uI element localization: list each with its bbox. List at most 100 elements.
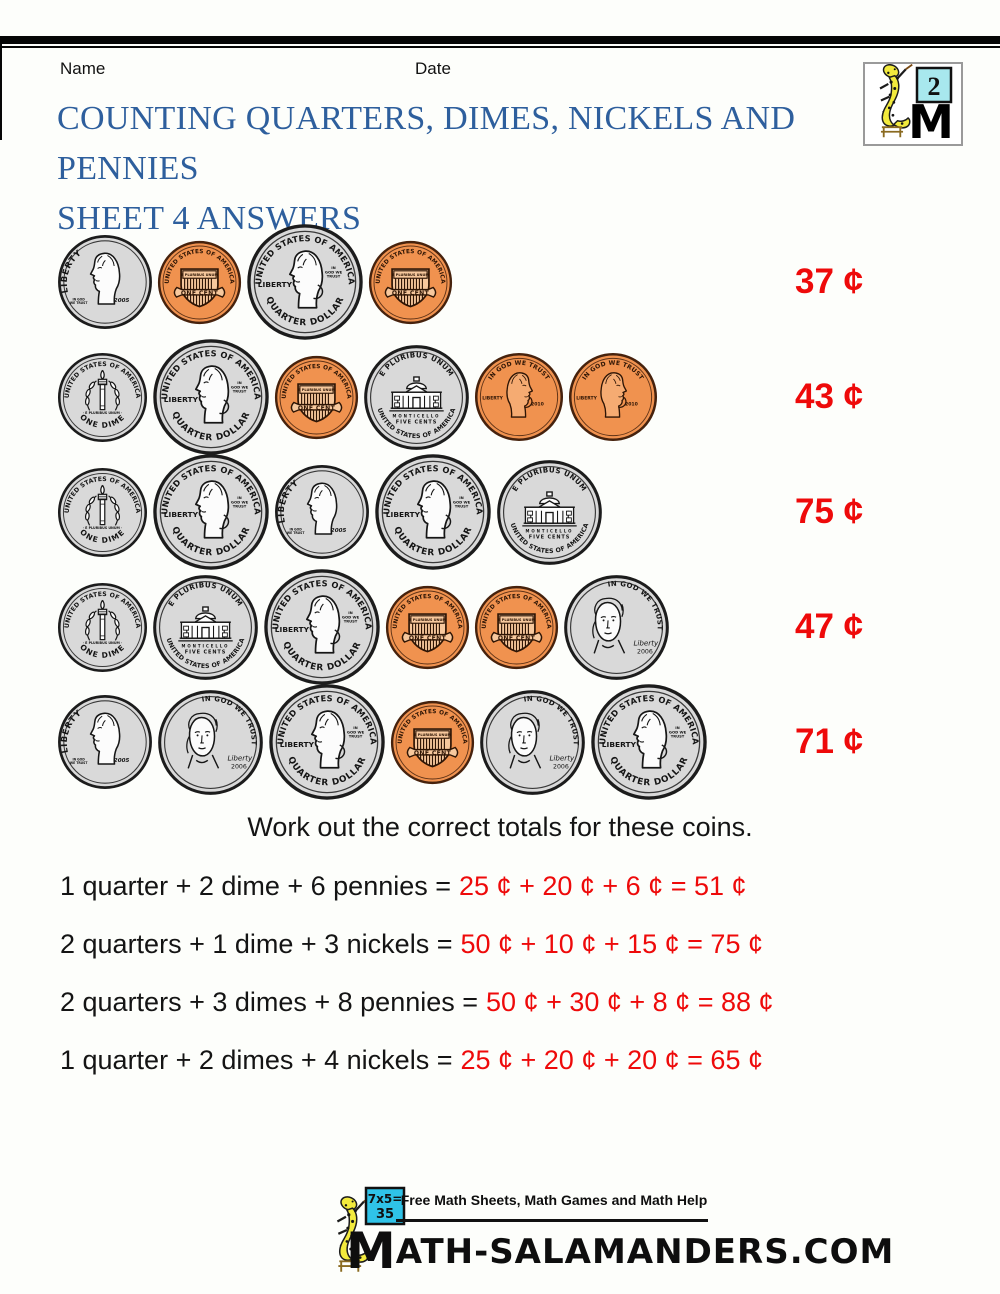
svg-text:2: 2 [928, 72, 941, 101]
svg-text:ONE CENT: ONE CENT [414, 749, 452, 756]
row-total-5: 71 ¢ [795, 722, 864, 761]
svg-text:LIBERTY: LIBERTY [164, 510, 199, 519]
svg-text:E PLURIBUS UNUM: E PLURIBUS UNUM [298, 388, 335, 392]
coin-quarter: UNITED STATES OF AMERICA QUARTER DOLLAR LI… [590, 683, 708, 801]
coin-quarter: UNITED STATES OF AMERICA QUARTER DOLLAR LI… [246, 223, 364, 341]
svg-text:LIBERTY: LIBERTY [258, 280, 293, 289]
svg-text:Liberty: Liberty [227, 753, 253, 762]
coin-penny-obverse: IN GOD WE TRUST LIBERTY 2010 [568, 352, 658, 442]
svg-text:ONE CENT: ONE CENT [409, 634, 447, 641]
coin-row-3: UNITED STATES OF AMERICA ONE DIME · E PLUR… [0, 452, 1000, 572]
svg-text:2006: 2006 [231, 763, 247, 770]
svg-text:Liberty: Liberty [633, 638, 659, 647]
row-total-1: 37 ¢ [795, 262, 864, 301]
name-label: Name [60, 59, 106, 78]
svg-text:E PLURIBUS UNUM: E PLURIBUS UNUM [414, 733, 451, 737]
coin-nickel-reverse: E PLURIBUS UNUM UNITED STATES OF AMERICA M… [152, 574, 259, 681]
left-edge-rule [0, 36, 2, 140]
svg-text:2010: 2010 [625, 401, 638, 407]
svg-text:E PLURIBUS UNUM: E PLURIBUS UNUM [181, 273, 218, 277]
coin-penny-reverse: UNITED STATES OF AMERICA E PLURIBUS UNUM O… [474, 585, 559, 670]
svg-text:MONTICELLO: MONTICELLO [182, 643, 230, 648]
date-label: Date [415, 59, 451, 78]
coin-penny-reverse: UNITED STATES OF AMERICA E PLURIBUS UNUM O… [390, 700, 475, 785]
svg-text:ONE CENT: ONE CENT [181, 289, 219, 296]
coin-penny-reverse: UNITED STATES OF AMERICA E PLURIBUS UNUM O… [385, 585, 470, 670]
problem-4: 1 quarter + 2 dimes + 4 nickels = 25 ¢ + … [60, 1031, 980, 1089]
svg-text:LIBERTY: LIBERTY [164, 395, 199, 404]
coin-penny-obverse: IN GOD WE TRUST LIBERTY 2010 [474, 352, 564, 442]
svg-text:2005: 2005 [114, 298, 130, 304]
svg-text:LIBERTY: LIBERTY [275, 625, 310, 634]
svg-text:E PLURIBUS UNUM: E PLURIBUS UNUM [409, 618, 446, 622]
problems-list: 1 quarter + 2 dime + 6 pennies = 25 ¢ + 2… [60, 857, 980, 1089]
svg-text:LIBERTY: LIBERTY [602, 740, 637, 749]
problem-answer: 50 ¢ + 10 ¢ + 15 ¢ = 75 ¢ [460, 929, 763, 959]
svg-text:FIVE CENTS: FIVE CENTS [396, 419, 437, 425]
svg-text:· E PLURIBUS UNUM ·: · E PLURIBUS UNUM · [83, 640, 123, 644]
footer-rule [396, 1219, 708, 1222]
coin-row-4: UNITED STATES OF AMERICA ONE DIME · E PLUR… [0, 567, 1000, 687]
row-total-2: 43 ¢ [795, 377, 864, 416]
coin-quarter: UNITED STATES OF AMERICA QUARTER DOLLAR LI… [263, 568, 381, 686]
problem-question: 1 quarter + 2 dimes + 4 nickels = [60, 1045, 453, 1075]
svg-text:LIBERTY: LIBERTY [280, 740, 315, 749]
svg-text:MONTICELLO: MONTICELLO [526, 528, 574, 533]
svg-text:E PLURIBUS UNUM: E PLURIBUS UNUM [498, 618, 535, 622]
svg-text:ONE CENT: ONE CENT [498, 634, 536, 641]
problem-answer: 25 ¢ + 20 ¢ + 20 ¢ = 65 ¢ [460, 1045, 763, 1075]
svg-text:FIVE CENTS: FIVE CENTS [529, 534, 570, 540]
problem-2: 2 quarters + 1 dime + 3 nickels = 50 ¢ + … [60, 915, 980, 973]
coin-row-2: UNITED STATES OF AMERICA ONE DIME · E PLUR… [0, 337, 1000, 457]
problem-answer: 50 ¢ + 30 ¢ + 8 ¢ = 88 ¢ [486, 987, 774, 1017]
svg-text:MONTICELLO: MONTICELLO [393, 413, 441, 418]
row-total-3: 75 ¢ [795, 492, 864, 531]
svg-text:2010: 2010 [531, 401, 544, 407]
svg-text:2005: 2005 [331, 528, 347, 534]
coin-penny-reverse: UNITED STATES OF AMERICA E PLURIBUS UNUM O… [274, 355, 359, 440]
footer-tagline: Free Math Sheets, Math Games and Math He… [400, 1192, 708, 1208]
footer-site-monogram: M [346, 1222, 396, 1280]
coin-quarter: UNITED STATES OF AMERICA QUARTER DOLLAR LI… [374, 453, 492, 571]
row-total-4: 47 ¢ [795, 607, 864, 646]
svg-text:35: 35 [376, 1207, 394, 1222]
problem-answer: 25 ¢ + 20 ¢ + 6 ¢ = 51 ¢ [459, 871, 747, 901]
footer-site-name: MATH-SALAMANDERS.COM [346, 1222, 894, 1280]
coin-penny-reverse: UNITED STATES OF AMERICA E PLURIBUS UNUM O… [368, 240, 453, 325]
footer-salamander-logo: 7x5= 35 [324, 1184, 410, 1284]
problem-3: 2 quarters + 3 dimes + 8 pennies = 50 ¢ +… [60, 973, 980, 1031]
svg-text:Liberty: Liberty [549, 753, 575, 762]
svg-text:ONE CENT: ONE CENT [392, 289, 430, 296]
coin-penny-reverse: UNITED STATES OF AMERICA E PLURIBUS UNUM O… [157, 240, 242, 325]
coin-nickel-obverse: IN GOD WE TRUST Liberty 2006 [479, 689, 586, 796]
svg-text:· E PLURIBUS UNUM ·: · E PLURIBUS UNUM · [83, 525, 123, 529]
svg-text:M: M [908, 95, 954, 144]
page-title: COUNTING QUARTERS, DIMES, NICKELS AND PE… [57, 94, 867, 244]
svg-text:7x5=: 7x5= [368, 1192, 403, 1206]
problem-question: 2 quarters + 3 dimes + 8 pennies = [60, 987, 479, 1017]
svg-text:· E PLURIBUS UNUM ·: · E PLURIBUS UNUM · [83, 410, 123, 414]
svg-text:2006: 2006 [553, 763, 569, 770]
coin-nickel-reverse: E PLURIBUS UNUM UNITED STATES OF AMERICA M… [363, 344, 470, 451]
coin-dime-reverse: UNITED STATES OF AMERICA ONE DIME · E PLUR… [57, 582, 148, 673]
svg-text:FIVE CENTS: FIVE CENTS [185, 649, 226, 655]
problem-1: 1 quarter + 2 dime + 6 pennies = 25 ¢ + 2… [60, 857, 980, 915]
page-title-line1: COUNTING QUARTERS, DIMES, NICKELS AND PE… [57, 100, 796, 187]
svg-text:ONE CENT: ONE CENT [298, 404, 336, 411]
coin-nickel-obverse: IN GOD WE TRUST Liberty 2006 [563, 574, 670, 681]
coin-nickel-reverse: E PLURIBUS UNUM UNITED STATES OF AMERICA M… [496, 459, 603, 566]
coin-dime-reverse: UNITED STATES OF AMERICA ONE DIME · E PLUR… [57, 467, 148, 558]
top-rule-thin [0, 46, 1000, 48]
svg-text:LIBERTY: LIBERTY [482, 395, 503, 401]
svg-text:LIBERTY: LIBERTY [386, 510, 421, 519]
svg-text:2006: 2006 [637, 648, 653, 655]
coin-nickel-obverse: IN GOD WE TRUST Liberty 2006 [157, 689, 264, 796]
